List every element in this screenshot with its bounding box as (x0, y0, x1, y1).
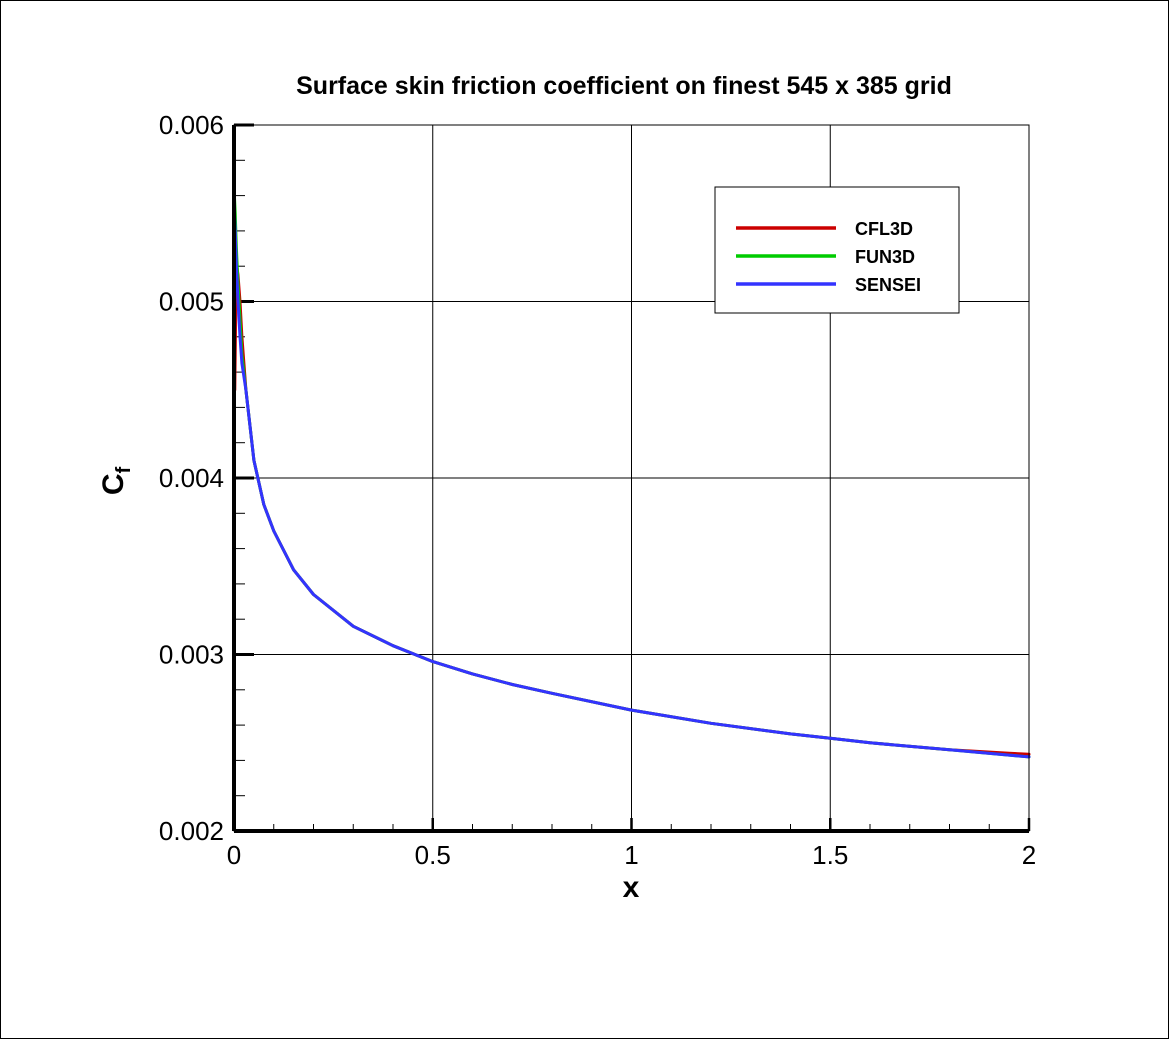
chart-title: Surface skin friction coefficient on fin… (296, 72, 952, 100)
y-tick-label: 0.005 (159, 287, 224, 317)
y-tick-label: 0.002 (159, 816, 224, 846)
y-tick-label: 0.006 (159, 110, 224, 140)
y-tick-label: 0.004 (159, 463, 224, 493)
legend: CFL3D FUN3D SENSEI (714, 186, 960, 314)
y-axis-label-group: Cf (97, 467, 135, 496)
legend-entries: CFL3D FUN3D SENSEI (736, 219, 921, 295)
svg-text:Cf: Cf (97, 467, 135, 496)
series-line-sensei (232, 211, 1031, 759)
y-tick-labels: 0.002 0.003 0.004 0.005 0.006 (159, 110, 224, 846)
legend-box (714, 186, 960, 314)
x-tick-label: 1.5 (812, 840, 848, 870)
y-axis-label: C (97, 474, 130, 496)
legend-label-cfl3d: CFL3D (855, 219, 913, 239)
x-axis-label: x (623, 871, 640, 904)
series-lines (232, 194, 1031, 759)
x-tick-label: 2 (1022, 840, 1036, 870)
x-tick-labels: 0 0.5 1 1.5 2 (227, 840, 1036, 870)
x-tick-label: 1 (624, 840, 638, 870)
y-axis-label-subscript: f (113, 467, 135, 474)
x-tick-label: 0.5 (415, 840, 451, 870)
y-tick-label: 0.003 (159, 640, 224, 670)
grid-lines (234, 125, 1029, 831)
x-tick-label: 0 (227, 840, 241, 870)
legend-label-fun3d: FUN3D (855, 247, 915, 267)
legend-label-sensei: SENSEI (855, 275, 921, 295)
